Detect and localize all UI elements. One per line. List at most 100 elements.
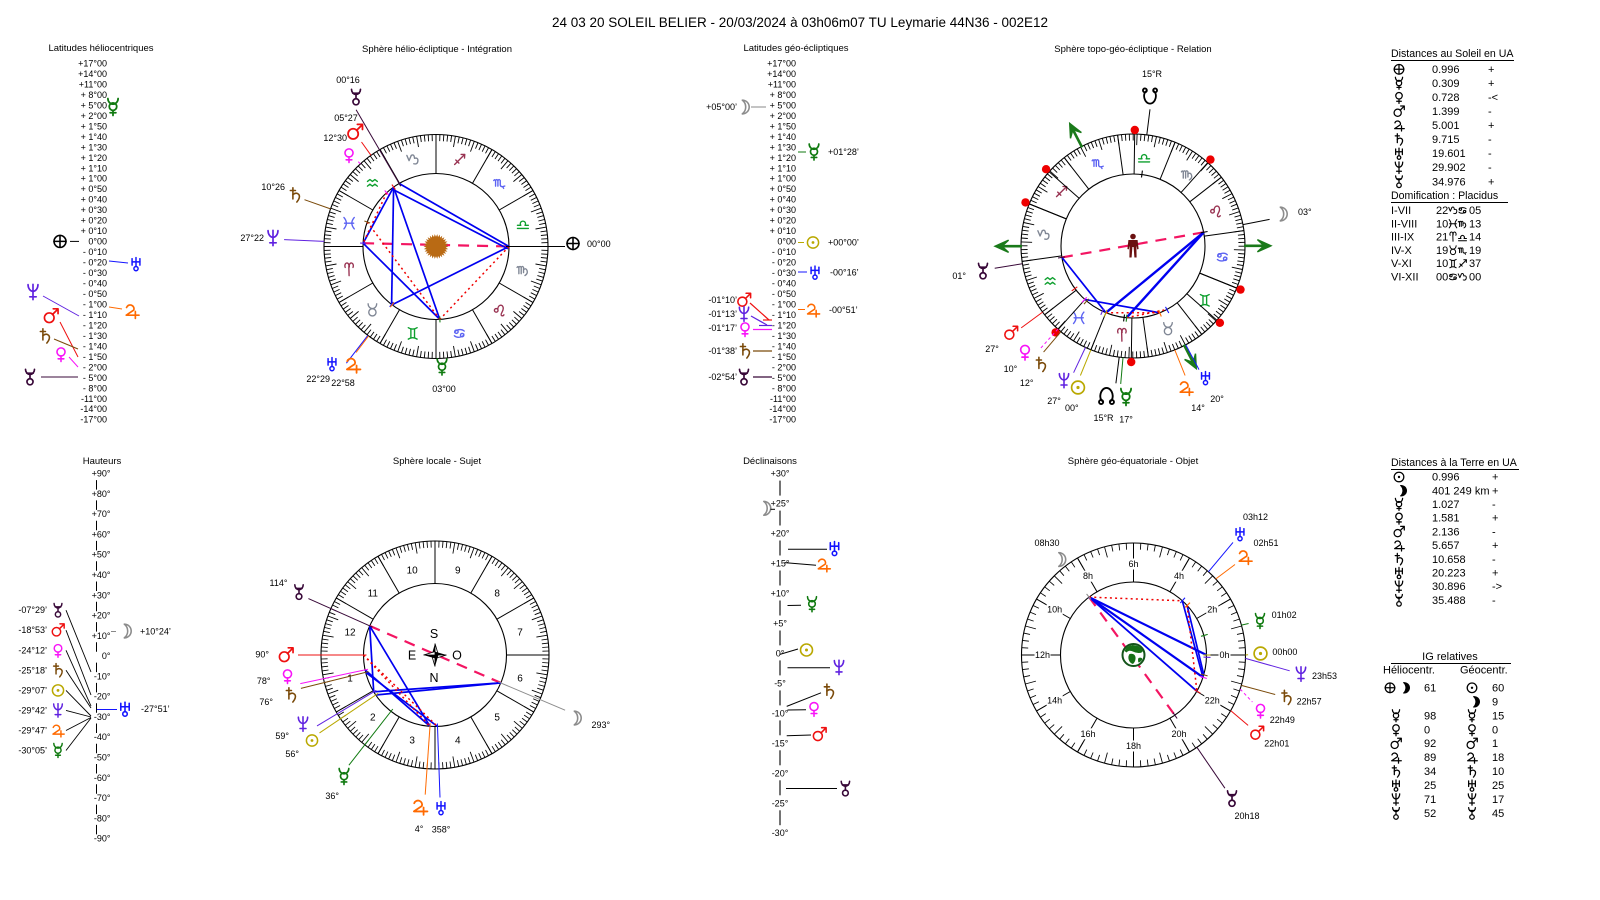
svg-text:11: 11 xyxy=(368,588,379,599)
svg-text:12: 12 xyxy=(344,628,356,639)
svg-text:1.027: 1.027 xyxy=(1432,499,1460,511)
svg-text:-24°12’: -24°12’ xyxy=(18,645,47,655)
svg-text:+: + xyxy=(1488,176,1494,188)
svg-text:- 5°00: - 5°00 xyxy=(83,373,107,383)
svg-text:27°22: 27°22 xyxy=(240,233,264,243)
svg-text:+: + xyxy=(1492,540,1498,552)
svg-text:-30°: -30° xyxy=(94,712,111,722)
svg-text:00: 00 xyxy=(1469,272,1481,284)
svg-text:- 8°00: - 8°00 xyxy=(83,383,107,393)
svg-text:9: 9 xyxy=(455,566,461,577)
svg-text:+ 8°00: + 8°00 xyxy=(81,90,107,100)
svg-text:S: S xyxy=(430,627,438,641)
svg-text:0°00: 0°00 xyxy=(88,237,107,247)
svg-text:00h00: 00h00 xyxy=(1272,647,1297,657)
svg-text:13: 13 xyxy=(1469,218,1481,230)
svg-text:02h51: 02h51 xyxy=(1254,538,1279,548)
svg-text:O: O xyxy=(452,649,462,663)
svg-text:1.399: 1.399 xyxy=(1432,106,1460,118)
svg-text:25: 25 xyxy=(1492,780,1504,792)
svg-text:22°58: 22°58 xyxy=(331,378,355,388)
svg-text:15°R: 15°R xyxy=(1142,69,1163,79)
svg-text:10: 10 xyxy=(407,566,419,577)
svg-text:Latitudes géo-écliptiques: Latitudes géo-écliptiques xyxy=(743,43,848,54)
svg-text:-60°: -60° xyxy=(94,773,111,783)
svg-text:37: 37 xyxy=(1469,258,1481,270)
svg-text:- 1°20: - 1°20 xyxy=(83,320,107,330)
svg-text:10°: 10° xyxy=(1004,364,1018,374)
svg-text:0.996: 0.996 xyxy=(1432,64,1460,76)
svg-text:+20°: +20° xyxy=(92,611,111,621)
svg-text:+ 8°00: + 8°00 xyxy=(770,90,796,100)
svg-text:-29°42’: -29°42’ xyxy=(18,705,47,715)
svg-text:E: E xyxy=(408,649,416,663)
svg-text:+ 5°00: + 5°00 xyxy=(770,100,796,110)
svg-text:00: 00 xyxy=(1436,272,1448,284)
svg-text:10h: 10h xyxy=(1047,605,1062,615)
svg-text:22h57: 22h57 xyxy=(1297,697,1322,707)
svg-text:-29°47’: -29°47’ xyxy=(18,726,47,736)
svg-text:-11°00: -11°00 xyxy=(770,394,796,404)
svg-text:N: N xyxy=(429,671,438,685)
svg-text:9: 9 xyxy=(1492,696,1498,708)
svg-text:6h: 6h xyxy=(1128,559,1138,569)
svg-text:+ 0°40: + 0°40 xyxy=(770,195,796,205)
svg-text:+10°: +10° xyxy=(92,631,111,641)
svg-text:-25°18’: -25°18’ xyxy=(18,665,47,675)
svg-text:+01°28’: +01°28’ xyxy=(828,147,859,157)
svg-text:+ 0°40: + 0°40 xyxy=(81,195,107,205)
svg-text:+ 1°00: + 1°00 xyxy=(81,174,107,184)
svg-text:+ 0°30: + 0°30 xyxy=(770,205,796,215)
svg-text:15: 15 xyxy=(1492,710,1504,722)
svg-text:59°: 59° xyxy=(275,731,289,741)
svg-text:14°: 14° xyxy=(1191,403,1205,413)
svg-text:-: - xyxy=(1488,162,1492,174)
svg-text:+: + xyxy=(1492,485,1498,497)
svg-text:-14°00: -14°00 xyxy=(80,404,107,414)
svg-text:-90°: -90° xyxy=(94,834,111,844)
svg-text:01°: 01° xyxy=(952,271,966,281)
svg-text:03°: 03° xyxy=(1298,207,1312,217)
svg-text:8: 8 xyxy=(494,588,500,599)
svg-text:20°: 20° xyxy=(1210,394,1224,404)
svg-text:-07°29’: -07°29’ xyxy=(18,605,47,615)
svg-text:- 0°40: - 0°40 xyxy=(83,279,107,289)
svg-text:15°R: 15°R xyxy=(1093,413,1114,423)
svg-text:5.657: 5.657 xyxy=(1432,540,1460,552)
svg-text:+ 5°00: + 5°00 xyxy=(81,100,107,110)
svg-text:Sphère géo-équatoriale - Objet: Sphère géo-équatoriale - Objet xyxy=(1068,456,1199,467)
svg-text:24 03 20 SOLEIL BELIER - 2: 24 03 20 SOLEIL BELIER - 20/03/2024 à 03… xyxy=(552,15,1048,30)
svg-text:Domification : Placidus: Domification : Placidus xyxy=(1391,190,1498,202)
svg-text:- 1°40: - 1°40 xyxy=(772,341,796,351)
svg-text:30.896: 30.896 xyxy=(1432,581,1466,593)
svg-text:10.658: 10.658 xyxy=(1432,554,1466,566)
svg-text:5.001: 5.001 xyxy=(1432,120,1460,132)
svg-text:6: 6 xyxy=(517,673,523,684)
svg-text:-00°16’: -00°16’ xyxy=(830,268,859,278)
svg-text:20h: 20h xyxy=(1171,729,1186,739)
svg-text:10°26: 10°26 xyxy=(261,182,285,192)
svg-text:+ 0°50: + 0°50 xyxy=(770,184,796,194)
svg-text:-: - xyxy=(1492,595,1496,607)
svg-text:+11°00: +11°00 xyxy=(768,80,796,90)
svg-text:- 1°50: - 1°50 xyxy=(772,352,796,362)
svg-text:V-XI: V-XI xyxy=(1391,258,1412,270)
svg-text:-25°: -25° xyxy=(772,798,789,808)
svg-text:- 2°00: - 2°00 xyxy=(83,362,107,372)
svg-text:Sphère hélio-écliptique - Inté: Sphère hélio-écliptique - Intégration xyxy=(362,44,512,55)
svg-text:03h12: 03h12 xyxy=(1243,512,1268,522)
svg-text:1: 1 xyxy=(1492,738,1498,750)
svg-text:18: 18 xyxy=(1492,752,1504,764)
svg-text:1.581: 1.581 xyxy=(1432,513,1460,525)
svg-text:27°: 27° xyxy=(985,344,999,354)
svg-text:- 0°30: - 0°30 xyxy=(83,268,107,278)
svg-text:-40°: -40° xyxy=(94,732,111,742)
svg-text:-80°: -80° xyxy=(94,813,111,823)
svg-text:0: 0 xyxy=(1424,724,1430,736)
svg-text:+ 1°20: + 1°20 xyxy=(770,153,796,163)
svg-text:-: - xyxy=(1488,134,1492,146)
svg-text:-30°05’: -30°05’ xyxy=(18,746,47,756)
svg-text:-15°: -15° xyxy=(772,738,789,748)
svg-text:- 0°10: - 0°10 xyxy=(83,247,107,257)
svg-text:- 1°20: - 1°20 xyxy=(772,320,796,330)
